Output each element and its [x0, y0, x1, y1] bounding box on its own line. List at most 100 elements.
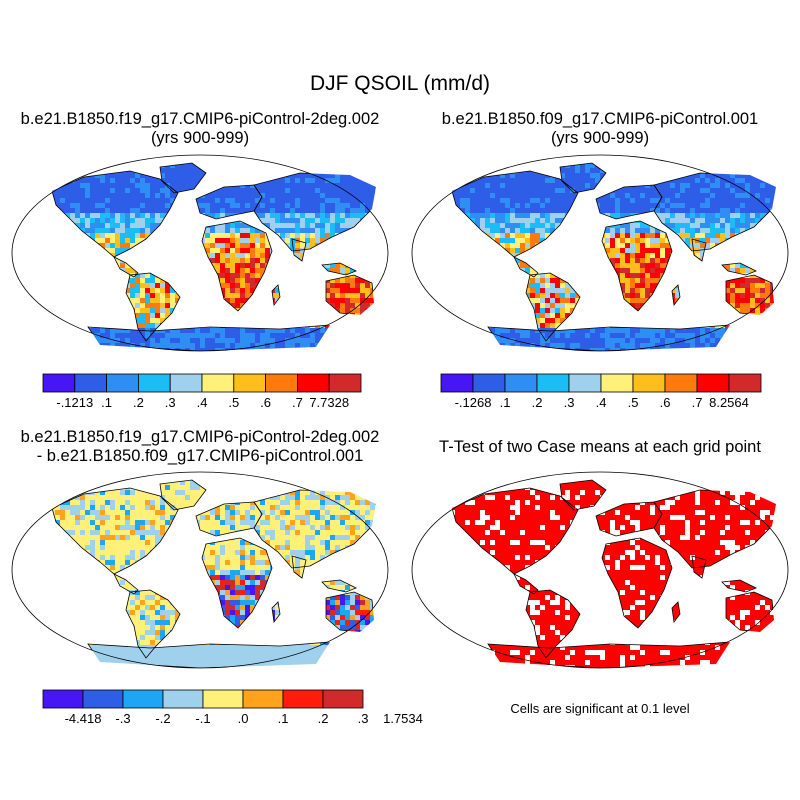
grid-cell	[505, 193, 510, 198]
grid-cell	[385, 158, 390, 163]
grid-cell	[590, 173, 595, 178]
grid-cell	[40, 168, 45, 173]
grid-cell	[740, 263, 745, 268]
grid-cell	[295, 198, 300, 203]
grid-cell	[370, 308, 375, 313]
grid-cell	[665, 218, 670, 223]
grid-cell	[275, 328, 280, 333]
grid-cell	[345, 213, 350, 218]
grid-cell	[530, 198, 535, 203]
grid-cell	[55, 323, 60, 328]
grid-cell	[120, 248, 125, 253]
grid-cell	[415, 168, 420, 173]
grid-cell	[550, 178, 555, 183]
grid-cell	[225, 248, 230, 253]
grid-cell	[515, 153, 520, 158]
grid-cell	[535, 193, 540, 198]
grid-cell	[575, 163, 580, 168]
grid-cell	[225, 333, 230, 338]
grid-cell	[225, 258, 230, 263]
grid-cell	[305, 163, 310, 168]
grid-cell	[365, 333, 370, 338]
grid-cell	[690, 208, 695, 213]
grid-cell	[355, 158, 360, 163]
grid-cell	[510, 153, 515, 158]
grid-cell	[530, 208, 535, 213]
grid-cell	[695, 203, 700, 208]
grid-cell	[335, 343, 340, 348]
grid-cell	[620, 243, 625, 248]
grid-cell	[130, 298, 135, 303]
grid-cell	[65, 343, 70, 348]
grid-cell	[75, 158, 80, 163]
grid-cell	[165, 203, 170, 208]
grid-cell	[295, 163, 300, 168]
grid-cell	[10, 198, 15, 203]
grid-cell	[365, 298, 370, 303]
grid-cell	[275, 193, 280, 198]
grid-cell	[275, 178, 280, 183]
grid-cell	[150, 283, 155, 288]
grid-cell	[250, 268, 255, 273]
grid-cell	[75, 183, 80, 188]
grid-cell	[350, 213, 355, 218]
grid-cell	[720, 168, 725, 173]
grid-cell	[240, 228, 245, 233]
grid-cell	[15, 203, 20, 208]
grid-cell	[270, 213, 275, 218]
grid-cell	[350, 328, 355, 333]
grid-cell	[95, 158, 100, 163]
grid-cell	[785, 168, 790, 173]
grid-cell	[735, 163, 740, 168]
grid-cell	[625, 263, 630, 268]
grid-cell	[415, 183, 420, 188]
grid-cell	[515, 248, 520, 253]
grid-cell	[180, 173, 185, 178]
grid-cell	[75, 178, 80, 183]
grid-cell	[445, 183, 450, 188]
grid-cell	[185, 338, 190, 343]
grid-cell	[240, 208, 245, 213]
grid-cell	[720, 198, 725, 203]
grid-cell	[70, 193, 75, 198]
grid-cell	[785, 183, 790, 188]
grid-cell	[760, 153, 765, 158]
grid-cell	[745, 153, 750, 158]
grid-cell	[130, 348, 135, 351]
grid-cell	[380, 333, 385, 338]
grid-cell	[185, 348, 190, 351]
grid-cell	[745, 163, 750, 168]
grid-cell	[530, 193, 535, 198]
grid-cell	[410, 223, 415, 228]
grid-cell	[265, 183, 270, 188]
grid-cell	[555, 213, 560, 218]
grid-cell	[380, 178, 385, 183]
grid-cell	[235, 263, 240, 268]
grid-cell	[130, 243, 135, 248]
grid-cell	[650, 238, 655, 243]
grid-cell	[385, 318, 390, 323]
grid-cell	[770, 188, 775, 193]
grid-cell	[305, 338, 310, 343]
grid-cell	[645, 153, 650, 158]
grid-cell	[435, 188, 440, 193]
grid-cell	[750, 203, 755, 208]
grid-cell	[285, 333, 290, 338]
grid-cell	[90, 163, 95, 168]
grid-cell	[270, 328, 275, 333]
grid-cell	[215, 253, 220, 258]
grid-cell	[365, 193, 370, 198]
grid-cell	[70, 198, 75, 203]
grid-cell	[410, 228, 415, 233]
grid-cell	[625, 223, 630, 228]
grid-cell	[80, 333, 85, 338]
grid-cell	[285, 203, 290, 208]
grid-cell	[710, 213, 715, 218]
grid-cell	[620, 258, 625, 263]
grid-cell	[55, 203, 60, 208]
grid-cell	[330, 263, 335, 268]
grid-cell	[10, 328, 15, 333]
grid-cell	[275, 228, 280, 233]
grid-cell	[780, 158, 785, 163]
grid-cell	[65, 333, 70, 338]
